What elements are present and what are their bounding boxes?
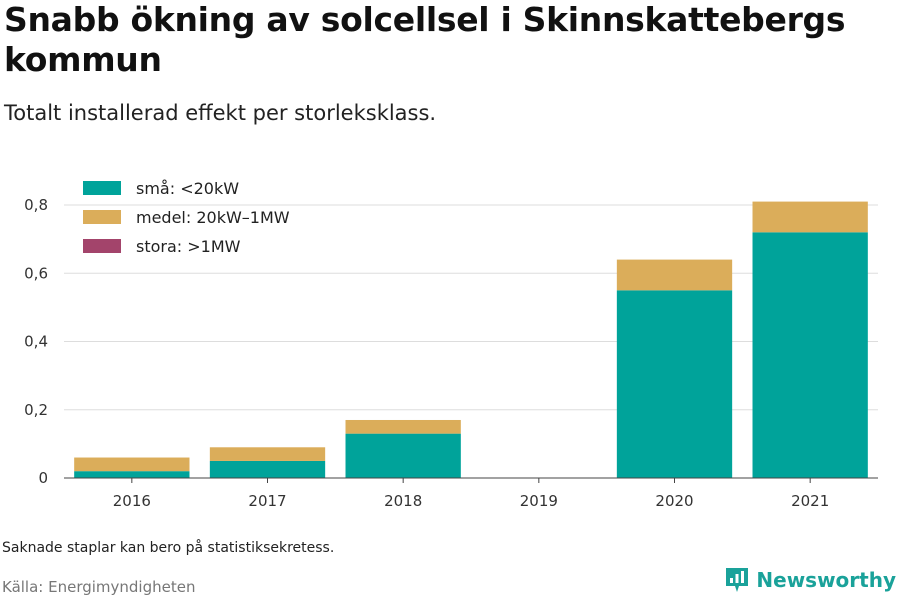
x-tick-label: 2020 <box>655 492 693 510</box>
newsworthy-logo: Newsworthy <box>724 566 896 594</box>
legend-swatch <box>83 210 121 224</box>
bar-segment <box>345 433 461 478</box>
legend-label: små: <20kW <box>136 179 239 198</box>
bar-segment <box>74 457 190 472</box>
bars-layer <box>74 201 868 478</box>
x-tick-label: 2019 <box>520 492 558 510</box>
bar-segment <box>616 259 733 291</box>
bar-segment <box>616 290 733 478</box>
legend-label: stora: >1MW <box>136 237 241 256</box>
legend: små: <20kW medel: 20kW–1MW stora: >1MW <box>83 179 290 256</box>
legend-label: medel: 20kW–1MW <box>136 208 290 227</box>
bar-segment <box>209 460 326 478</box>
bar-segment <box>752 201 868 233</box>
legend-swatch <box>83 239 121 253</box>
y-tick-label: 0,4 <box>24 333 48 351</box>
x-tick-label: 2016 <box>113 492 151 510</box>
newsworthy-logo-icon <box>726 568 749 592</box>
bar-segment <box>209 447 326 461</box>
y-tick-label: 0,2 <box>24 401 48 419</box>
y-tick-label: 0,6 <box>24 264 48 282</box>
bar-segment <box>345 419 461 434</box>
x-tick-label: 2017 <box>248 492 286 510</box>
chart-subtitle: Totalt installerad effekt per storlekskl… <box>4 101 437 125</box>
x-tick-label: 2018 <box>384 492 422 510</box>
y-tick-label: 0 <box>38 469 48 487</box>
footnote: Saknade staplar kan bero på statistiksek… <box>2 540 335 556</box>
bar-segment <box>74 471 190 478</box>
y-tick-label: 0,8 <box>24 196 48 214</box>
grid-layer <box>64 204 878 411</box>
x-tick-label: 2021 <box>791 492 829 510</box>
source-text: Källa: Energimyndigheten <box>2 578 196 596</box>
axis-layer: 0 0,2 0,4 0,6 0,8 2016 2017 2018 2019 2020 2021 <box>24 196 878 510</box>
bar-segment <box>752 232 868 478</box>
chart-title: Snabb ökning av solcellsel i Skinnskatte… <box>4 0 846 79</box>
brand-name: Newsworthy <box>756 568 896 592</box>
legend-swatch <box>83 181 121 195</box>
